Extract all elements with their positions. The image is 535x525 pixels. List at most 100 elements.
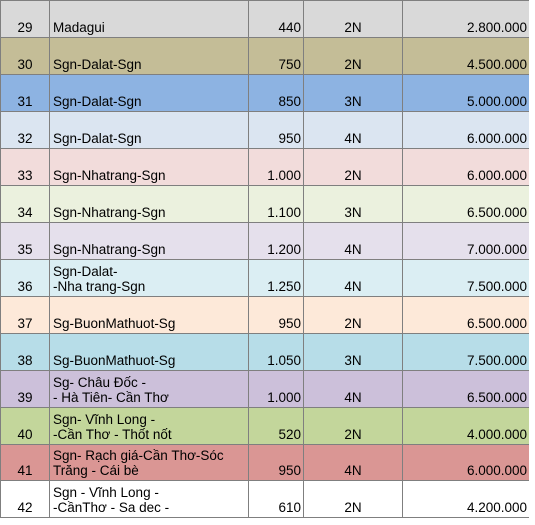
route-line: Sgn- Vĩnh Long - — [53, 412, 156, 427]
cell-distance-km[interactable]: 750 — [248, 37, 304, 75]
cell-price[interactable]: 6.000.000 — [402, 148, 530, 186]
table-row: 33 Sgn-Nhatrang-Sgn 1.000 2N 6.000.000 — [0, 148, 530, 186]
table-row: 40 Sgn- Vĩnh Long - -Cần Thơ - Thốt nốt 520… — [0, 407, 530, 445]
cell-distance-km[interactable]: 1.000 — [248, 370, 304, 408]
route-line: -Cần Thơ - Thốt nốt — [53, 427, 172, 442]
cell-distance-km[interactable]: 1.250 — [248, 259, 304, 297]
cell-days[interactable]: 2N — [303, 148, 403, 186]
route-line: Sgn-Nhatrang-Sgn — [53, 168, 166, 183]
cell-days[interactable]: 2N — [303, 480, 403, 518]
cell-days[interactable]: 4N — [303, 444, 403, 481]
cell-route[interactable]: Sgn- Vĩnh Long - -Cần Thơ - Thốt nốt — [49, 407, 249, 445]
cell-route[interactable]: Sgn-Nhatrang-Sgn — [49, 185, 249, 223]
route-line: -CầnThơ - Sa dec - — [53, 500, 170, 515]
cell-route[interactable]: Sg-BuonMathuot-Sg — [49, 296, 249, 334]
cell-distance-km[interactable]: 950 — [248, 444, 304, 481]
route-line: Trăng - Cái bè — [53, 463, 139, 478]
cell-route[interactable]: Sg- Châu Đốc -- Hà Tiên- Cần Thơ — [49, 370, 249, 408]
cell-distance-km[interactable]: 440 — [248, 0, 304, 38]
route-line: Sg- Châu Đốc - — [53, 375, 147, 390]
cell-price[interactable]: 7.500.000 — [402, 333, 530, 371]
cell-price[interactable]: 7.000.000 — [402, 222, 530, 260]
cell-distance-km[interactable]: 1.050 — [248, 333, 304, 371]
table-row: 39 Sg- Châu Đốc -- Hà Tiên- Cần Thơ 1.000 4… — [0, 370, 530, 408]
cell-distance-km[interactable]: 850 — [248, 74, 304, 112]
table-row: 34 Sgn-Nhatrang-Sgn 1.100 3N 6.500.000 — [0, 185, 530, 223]
cell-row-number[interactable]: 42 — [0, 480, 50, 518]
cell-days[interactable]: 4N — [303, 259, 403, 297]
cell-price[interactable]: 4.500.000 — [402, 37, 530, 75]
cell-route[interactable]: Sgn-Dalat-Sgn — [49, 37, 249, 75]
cell-row-number[interactable]: 38 — [0, 333, 50, 371]
cell-row-number[interactable]: 32 — [0, 111, 50, 149]
tour-price-table: 29 Madagui 440 2N 2.800.000 30 Sgn-Dalat-Sgn 75… — [0, 0, 530, 518]
route-line: Sgn-Dalat-Sgn — [53, 131, 142, 146]
cell-row-number[interactable]: 40 — [0, 407, 50, 445]
cell-price[interactable]: 6.000.000 — [402, 111, 530, 149]
route-line: Sgn-Nhatrang-Sgn — [53, 205, 166, 220]
cell-days[interactable]: 3N — [303, 185, 403, 223]
cell-row-number[interactable]: 31 — [0, 74, 50, 112]
table-row: 29 Madagui 440 2N 2.800.000 — [0, 0, 530, 38]
cell-days[interactable]: 3N — [303, 74, 403, 112]
cell-days[interactable]: 4N — [303, 222, 403, 260]
table-row: 32 Sgn-Dalat-Sgn 950 4N 6.000.000 — [0, 111, 530, 149]
cell-price[interactable]: 7.500.000 — [402, 259, 530, 297]
cell-days[interactable]: 2N — [303, 37, 403, 75]
cell-distance-km[interactable]: 950 — [248, 111, 304, 149]
cell-price[interactable]: 6.000.000 — [402, 444, 530, 481]
cell-days[interactable]: 2N — [303, 296, 403, 334]
cell-route[interactable]: Sgn-Dalat-Sgn — [49, 74, 249, 112]
cell-row-number[interactable]: 33 — [0, 148, 50, 186]
route-line: Sgn- Rạch giá-Cần Thơ-Sóc — [53, 448, 224, 463]
cell-route[interactable]: Sg-BuonMathuot-Sg — [49, 333, 249, 371]
cell-route[interactable]: Madagui — [49, 0, 249, 38]
route-line: -Nha trang-Sgn — [53, 279, 146, 294]
cell-price[interactable]: 4.200.000 — [402, 480, 530, 518]
cell-price[interactable]: 5.000.000 — [402, 74, 530, 112]
table-row: 38 Sg-BuonMathuot-Sg 1.050 3N 7.500.000 — [0, 333, 530, 371]
cell-days[interactable]: 2N — [303, 0, 403, 38]
cell-distance-km[interactable]: 1.200 — [248, 222, 304, 260]
table-row: 30 Sgn-Dalat-Sgn 750 2N 4.500.000 — [0, 37, 530, 75]
cell-row-number[interactable]: 37 — [0, 296, 50, 334]
cell-row-number[interactable]: 30 — [0, 37, 50, 75]
cell-days[interactable]: 4N — [303, 111, 403, 149]
route-line: Sgn-Nhatrang-Sgn — [53, 242, 166, 257]
route-line: Sgn-Dalat-Sgn — [53, 57, 142, 72]
cell-distance-km[interactable]: 520 — [248, 407, 304, 445]
cell-price[interactable]: 4.000.000 — [402, 407, 530, 445]
cell-days[interactable]: 4N — [303, 370, 403, 408]
cell-route[interactable]: Sgn- Rạch giá-Cần Thơ-Sóc Trăng - Cái bè — [49, 444, 249, 481]
cell-price[interactable]: 2.800.000 — [402, 0, 530, 38]
cell-row-number[interactable]: 36 — [0, 259, 50, 297]
cell-distance-km[interactable]: 950 — [248, 296, 304, 334]
table-row: 37 Sg-BuonMathuot-Sg 950 2N 6.500.000 — [0, 296, 530, 334]
cell-distance-km[interactable]: 1.100 — [248, 185, 304, 223]
cell-price[interactable]: 6.500.000 — [402, 370, 530, 408]
cell-days[interactable]: 3N — [303, 333, 403, 371]
cell-route[interactable]: Sgn-Nhatrang-Sgn — [49, 222, 249, 260]
table-row: 36 Sgn-Dalat- -Nha trang-Sgn 1.250 4N 7.500.0… — [0, 259, 530, 297]
cell-row-number[interactable]: 39 — [0, 370, 50, 408]
route-line: Madagui — [53, 20, 105, 35]
cell-price[interactable]: 6.500.000 — [402, 296, 530, 334]
cell-row-number[interactable]: 41 — [0, 444, 50, 481]
cell-distance-km[interactable]: 610 — [248, 480, 304, 518]
route-line: - Hà Tiên- Cần Thơ — [53, 390, 169, 405]
cell-row-number[interactable]: 35 — [0, 222, 50, 260]
cell-distance-km[interactable]: 1.000 — [248, 148, 304, 186]
cell-route[interactable]: Sgn-Dalat- -Nha trang-Sgn — [49, 259, 249, 297]
cell-route[interactable]: Sgn-Dalat-Sgn — [49, 111, 249, 149]
cell-route[interactable]: Sgn-Nhatrang-Sgn — [49, 148, 249, 186]
route-line: Sg-BuonMathuot-Sg — [53, 316, 176, 331]
cell-days[interactable]: 2N — [303, 407, 403, 445]
route-line: Sgn-Dalat- — [53, 264, 118, 279]
route-line: Sg-BuonMathuot-Sg — [53, 353, 176, 368]
cell-price[interactable]: 6.500.000 — [402, 185, 530, 223]
cell-route[interactable]: Sgn - Vĩnh Long - -CầnThơ - Sa dec - — [49, 480, 249, 518]
cell-row-number[interactable]: 34 — [0, 185, 50, 223]
cell-row-number[interactable]: 29 — [0, 0, 50, 38]
route-line: Sgn-Dalat-Sgn — [53, 94, 142, 109]
